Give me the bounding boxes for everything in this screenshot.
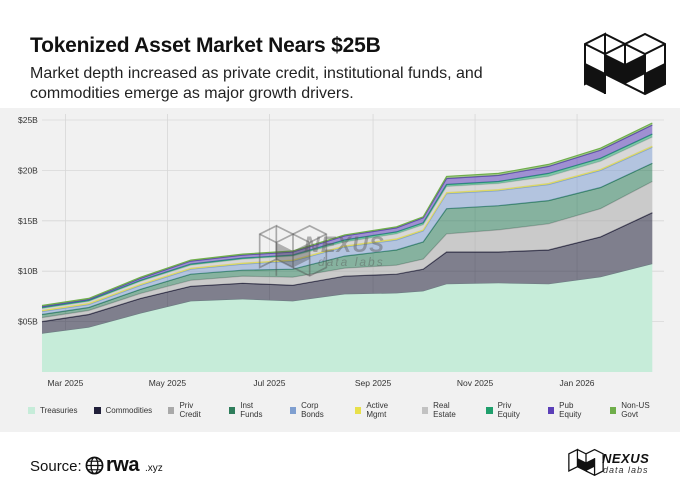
watermark-brand: NEXUS bbox=[304, 232, 385, 257]
legend-swatch bbox=[547, 406, 555, 414]
legend-swatch bbox=[93, 406, 101, 414]
legend-label: Commodities bbox=[105, 405, 153, 415]
legend-label: Priv Equity bbox=[497, 401, 520, 419]
legend-item: Pub Equity bbox=[547, 401, 594, 419]
footer-sub: data labs bbox=[603, 465, 649, 475]
legend-label: Treasuries bbox=[40, 405, 78, 415]
area-pub-equity bbox=[42, 125, 653, 308]
stacked-area-chart: $05B $10B $15B $20B $25B Mar 2025 May 2025 Jul … bbox=[18, 114, 664, 388]
y-tick-label: $05B bbox=[18, 317, 38, 327]
area-corp-bonds bbox=[42, 147, 653, 315]
x-tick-label: Mar 2025 bbox=[47, 378, 83, 388]
globe-icon bbox=[85, 456, 104, 475]
legend-item: Non-US Govt bbox=[609, 401, 664, 419]
legend-item: Inst Funds bbox=[228, 401, 274, 419]
chart-panel: $05B $10B $15B $20B $25B Mar 2025 May 2025 Jul … bbox=[0, 108, 680, 432]
y-tick-label: $15B bbox=[18, 216, 38, 226]
legend-swatch bbox=[168, 406, 175, 414]
legend-label: Active Mgmt bbox=[366, 401, 389, 419]
footer-brand: NEXUS bbox=[602, 451, 650, 466]
watermark-sub: data labs bbox=[318, 255, 385, 269]
footer: Source: rwa .xyz NEXUS data labs bbox=[0, 432, 680, 487]
x-tick-label: May 2025 bbox=[149, 378, 187, 388]
legend-item: Priv Equity bbox=[486, 401, 532, 419]
source-brand[interactable]: rwa bbox=[106, 454, 139, 476]
x-tick-label: Nov 2025 bbox=[457, 378, 494, 388]
x-tick-label: Jan 2026 bbox=[560, 378, 595, 388]
legend-swatch bbox=[355, 406, 362, 414]
x-tick-label: Jul 2025 bbox=[253, 378, 285, 388]
legend-swatch bbox=[609, 406, 617, 414]
area-real-estate bbox=[42, 137, 653, 311]
legend-label: Real Estate bbox=[433, 401, 456, 419]
legend-swatch bbox=[228, 406, 236, 414]
legend-label: Priv Credit bbox=[179, 401, 201, 419]
chart-subtitle: Market depth increased as private credit… bbox=[30, 65, 483, 102]
legend-item: Real Estate bbox=[421, 401, 470, 419]
legend-label: Corp Bonds bbox=[301, 401, 324, 419]
source-label: Source: bbox=[30, 458, 82, 475]
area-treasuries bbox=[42, 264, 653, 372]
legend-item: Treasuries bbox=[28, 401, 78, 419]
chart-legend: Treasuries Commodities Priv Credit Inst Fun… bbox=[28, 401, 680, 419]
legend-swatch bbox=[28, 406, 35, 414]
area-non-us-govt bbox=[42, 123, 653, 307]
nexus-logo-icon bbox=[584, 32, 666, 96]
nexus-footer-logo-icon bbox=[568, 448, 604, 477]
legend-label: Non-US Govt bbox=[621, 401, 650, 419]
y-tick-label: $10B bbox=[18, 266, 38, 276]
legend-label: Inst Funds bbox=[240, 401, 263, 419]
legend-swatch bbox=[289, 406, 297, 414]
legend-item: Corp Bonds bbox=[289, 401, 339, 419]
line-non-us-govt bbox=[41, 122, 653, 307]
area-inst-funds bbox=[42, 163, 653, 318]
y-tick-label: $20B bbox=[18, 165, 38, 175]
area-priv-credit bbox=[42, 181, 653, 322]
legend-swatch bbox=[421, 406, 429, 414]
legend-item: Commodities bbox=[93, 401, 153, 419]
legend-label: Pub Equity bbox=[559, 401, 582, 419]
legend-swatch bbox=[486, 406, 493, 414]
legend-item: Active Mgmt bbox=[355, 401, 406, 419]
source-brand-tld: .xyz bbox=[145, 463, 163, 474]
chart-title: Tokenized Asset Market Nears $25B bbox=[30, 34, 381, 57]
area-commodities bbox=[42, 212, 653, 334]
y-tick-label: $25B bbox=[18, 115, 38, 125]
legend-item: Priv Credit bbox=[168, 401, 213, 419]
x-tick-label: Sep 2025 bbox=[355, 378, 392, 388]
